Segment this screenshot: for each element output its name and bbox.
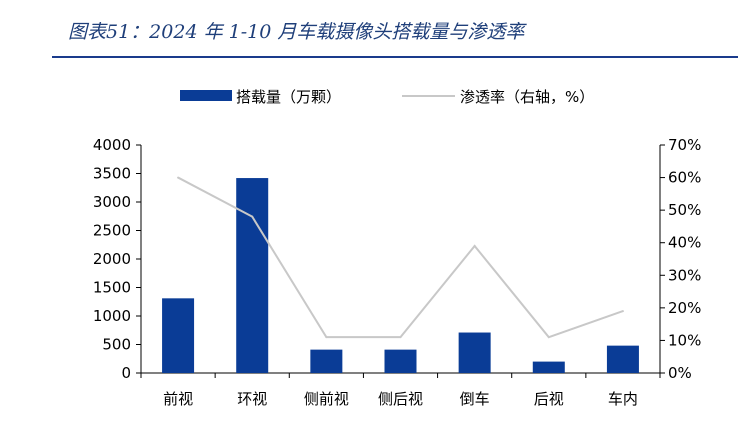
right-axis-ticks: 0% 10% 20% 30% 40% 50% 60% 70% (660, 136, 701, 382)
right-tick-label: 20% (668, 299, 701, 317)
category-label: 侧后视 (378, 390, 423, 408)
line-point (473, 244, 476, 247)
right-tick-label: 30% (668, 266, 701, 284)
left-axis-ticks: 0 500 1000 1500 2000 2500 3000 3500 4000 (93, 136, 141, 382)
right-tick-label: 40% (668, 234, 701, 252)
bar (606, 345, 639, 373)
legend: 搭载量（万颗） 渗透率（右轴，%） (180, 88, 594, 106)
legend-bar-swatch (180, 90, 232, 101)
left-tick-label: 2500 (93, 222, 131, 240)
bar (458, 332, 491, 373)
line-point (399, 336, 402, 339)
line-point (251, 215, 254, 218)
bar (310, 349, 343, 373)
left-tick-label: 500 (102, 336, 131, 354)
left-tick-label: 2000 (93, 250, 131, 268)
bar (532, 361, 565, 373)
left-tick-label: 1500 (93, 279, 131, 297)
left-tick-label: 3500 (93, 165, 131, 183)
left-tick-label: 1000 (93, 307, 131, 325)
left-tick-label: 3000 (93, 193, 131, 211)
category-labels: 前视 环视 侧前视 侧后视 倒车 后视 车内 (163, 390, 638, 408)
bar (384, 349, 417, 373)
legend-line-label: 渗透率（右轴，%） (460, 88, 594, 106)
line-point (621, 310, 624, 313)
left-tick-label: 4000 (93, 136, 131, 154)
category-label: 前视 (163, 390, 193, 408)
line-point (325, 336, 328, 339)
right-tick-label: 60% (668, 169, 701, 187)
line-point (547, 336, 550, 339)
left-tick-label: 0 (121, 364, 131, 382)
title-rule (52, 56, 738, 58)
right-tick-label: 10% (668, 331, 701, 349)
bar-series (162, 178, 639, 373)
legend-bar-label: 搭载量（万颗） (236, 88, 341, 106)
line-point (177, 176, 180, 179)
category-label: 侧前视 (304, 390, 349, 408)
category-label: 车内 (608, 390, 638, 408)
bar (236, 178, 269, 373)
category-label: 倒车 (460, 390, 490, 408)
bar (162, 298, 195, 373)
right-tick-label: 0% (668, 364, 692, 382)
right-tick-label: 50% (668, 201, 701, 219)
x-axis-ticks (140, 373, 661, 378)
line-series (177, 176, 624, 339)
right-tick-label: 70% (668, 136, 701, 154)
figure-title: 图表51：2024 年 1-10 月车载摄像头搭载量与渗透率 (68, 21, 525, 43)
category-label: 环视 (237, 390, 267, 408)
category-label: 后视 (534, 390, 564, 408)
